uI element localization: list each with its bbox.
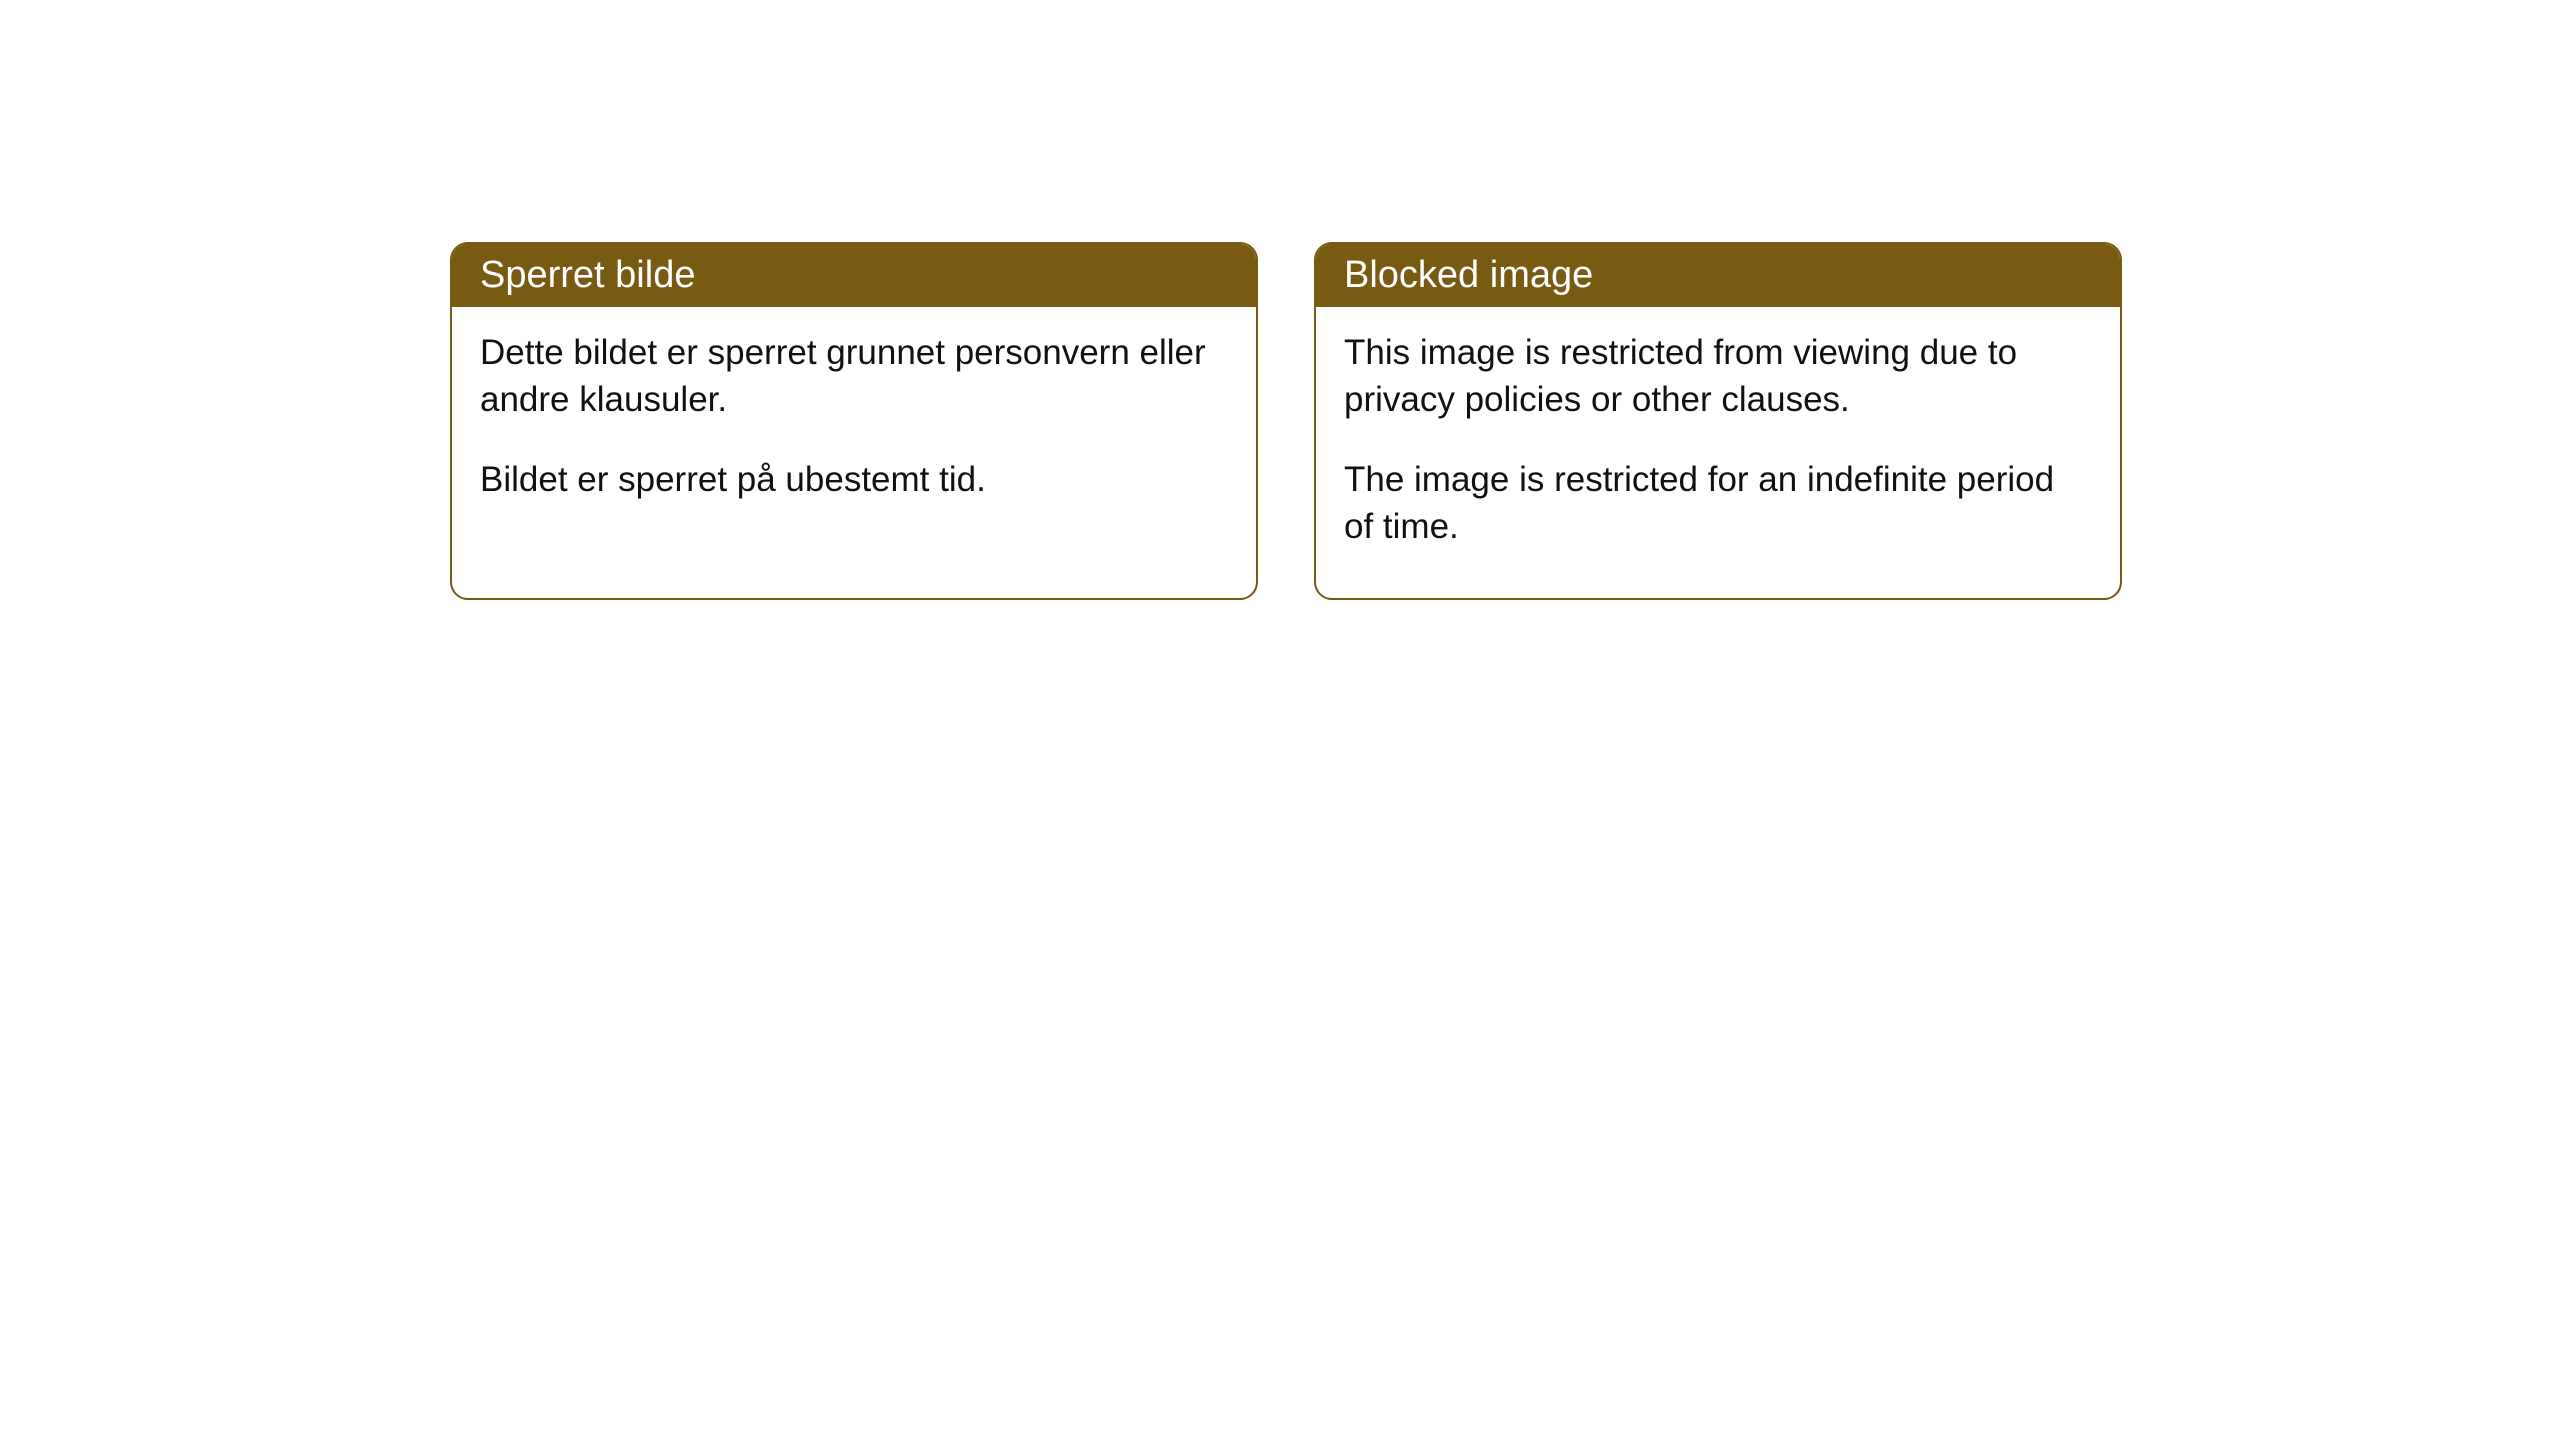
card-paragraph: The image is restricted for an indefinit… <box>1344 456 2092 551</box>
card-body: Dette bildet er sperret grunnet personve… <box>452 307 1256 551</box>
notice-container: Sperret bilde Dette bildet er sperret gr… <box>0 0 2560 600</box>
blocked-image-card-norwegian: Sperret bilde Dette bildet er sperret gr… <box>450 242 1258 600</box>
card-header: Sperret bilde <box>452 244 1256 307</box>
card-body: This image is restricted from viewing du… <box>1316 307 2120 598</box>
card-paragraph: This image is restricted from viewing du… <box>1344 329 2092 424</box>
card-title: Blocked image <box>1344 254 1593 296</box>
card-title: Sperret bilde <box>480 254 695 296</box>
card-paragraph: Bildet er sperret på ubestemt tid. <box>480 456 1228 503</box>
card-header: Blocked image <box>1316 244 2120 307</box>
card-paragraph: Dette bildet er sperret grunnet personve… <box>480 329 1228 424</box>
blocked-image-card-english: Blocked image This image is restricted f… <box>1314 242 2122 600</box>
